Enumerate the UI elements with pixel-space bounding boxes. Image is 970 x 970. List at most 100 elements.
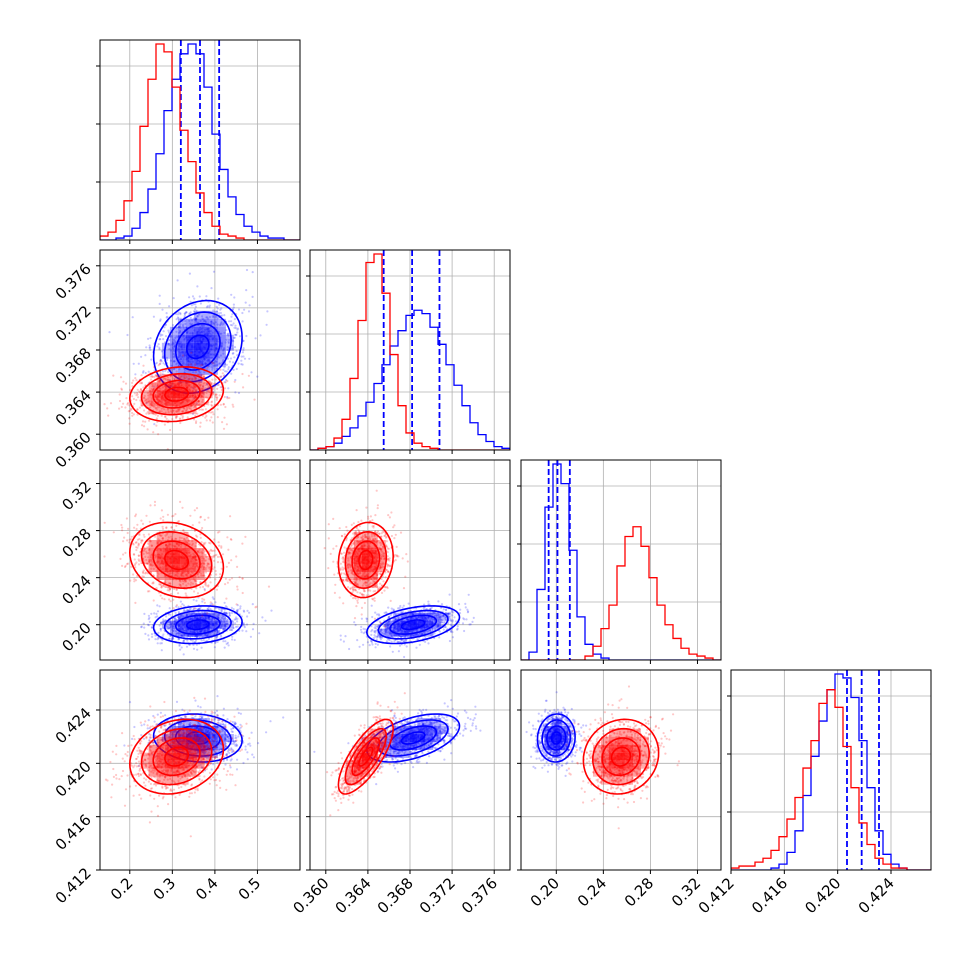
scatter-point xyxy=(151,404,155,407)
scatter-point xyxy=(200,324,203,327)
scatter-point xyxy=(225,338,228,341)
scatter-point xyxy=(384,571,387,574)
scatter-point xyxy=(451,636,454,639)
scatter-point xyxy=(433,628,437,631)
scatter-point xyxy=(173,620,176,623)
scatter-point xyxy=(188,377,192,380)
scatter-point xyxy=(439,624,442,627)
scatter-point xyxy=(393,640,396,643)
scatter-point xyxy=(172,409,175,412)
scatter-point xyxy=(387,570,390,573)
scatter-point xyxy=(387,606,390,609)
scatter-point xyxy=(179,331,182,334)
scatter-point xyxy=(211,386,214,389)
scatter-point xyxy=(442,628,445,631)
scatter-point xyxy=(166,513,169,516)
scatter-point xyxy=(242,347,245,350)
scatter-point xyxy=(166,315,169,318)
scatter-point xyxy=(229,538,232,541)
density-cell xyxy=(140,548,149,556)
scatter-point xyxy=(172,629,175,632)
scatter-point xyxy=(143,396,146,399)
scatter-point xyxy=(201,564,204,568)
scatter-point xyxy=(236,625,239,628)
scatter-point xyxy=(182,629,185,632)
scatter-point xyxy=(226,348,230,352)
scatter-point xyxy=(227,561,230,565)
scatter-point xyxy=(156,375,159,378)
scatter-point xyxy=(173,360,176,363)
scatter-point xyxy=(140,382,143,385)
scatter-point xyxy=(149,540,152,543)
scatter-point xyxy=(200,566,203,569)
scatter-point xyxy=(433,632,436,635)
scatter-point xyxy=(135,394,138,397)
scatter-point xyxy=(230,320,233,323)
scatter-point xyxy=(125,397,128,400)
scatter-point xyxy=(415,646,418,649)
scatter-point xyxy=(192,317,195,320)
scatter-point xyxy=(433,612,436,615)
scatter-point xyxy=(157,364,160,367)
scatter-point xyxy=(184,322,187,325)
scatter-point xyxy=(169,349,173,352)
scatter-point xyxy=(178,617,181,620)
scatter-point xyxy=(178,644,181,647)
scatter-point xyxy=(438,630,441,633)
scatter-point xyxy=(245,630,248,633)
scatter-point xyxy=(202,571,205,574)
scatter-point xyxy=(214,382,217,385)
scatter-point xyxy=(232,368,235,371)
scatter-point xyxy=(178,579,181,583)
scatter-point xyxy=(168,621,172,624)
scatter-point xyxy=(258,632,261,635)
scatter-point xyxy=(147,412,150,415)
scatter-point xyxy=(226,581,229,584)
scatter-point xyxy=(374,530,377,533)
scatter-point xyxy=(193,509,196,512)
scatter-point xyxy=(201,561,204,565)
scatter-point xyxy=(168,637,171,641)
density-cell xyxy=(193,366,202,375)
scatter-point xyxy=(219,323,222,326)
scatter-point xyxy=(145,346,148,349)
density-cell xyxy=(196,572,205,580)
histogram-series-0 xyxy=(100,43,300,240)
scatter-point xyxy=(179,605,183,608)
scatter-point xyxy=(228,338,231,341)
scatter-point xyxy=(180,634,183,637)
panel-content xyxy=(100,460,300,660)
scatter-point xyxy=(180,646,183,649)
scatter-point xyxy=(151,563,154,566)
scatter-point xyxy=(376,504,379,507)
scatter-point xyxy=(220,344,223,347)
scatter-point xyxy=(203,562,206,565)
scatter-point xyxy=(217,613,220,616)
scatter-point xyxy=(387,621,390,624)
scatter-point xyxy=(126,403,129,406)
scatter-point xyxy=(168,589,171,592)
density-cell xyxy=(188,382,197,391)
scatter-point xyxy=(223,619,226,622)
y-tick-label: 0.376 xyxy=(52,260,95,303)
density-cell xyxy=(172,374,181,383)
scatter-point xyxy=(153,375,156,379)
scatter-point xyxy=(118,407,121,410)
scatter-point xyxy=(225,611,228,615)
scatter-point xyxy=(141,539,144,542)
contour-level-3 xyxy=(128,366,225,423)
scatter-point xyxy=(153,405,156,408)
scatter-point xyxy=(168,348,171,351)
scatter-point xyxy=(241,372,244,376)
scatter-point xyxy=(198,385,201,388)
scatter-point xyxy=(227,332,230,335)
scatter-point xyxy=(466,611,469,614)
scatter-point xyxy=(151,626,154,629)
scatter-point xyxy=(231,403,234,406)
scatter-point xyxy=(209,576,212,579)
scatter-point xyxy=(360,519,363,522)
scatter-point xyxy=(353,621,356,624)
scatter-point xyxy=(266,310,269,313)
scatter-point xyxy=(182,610,185,613)
